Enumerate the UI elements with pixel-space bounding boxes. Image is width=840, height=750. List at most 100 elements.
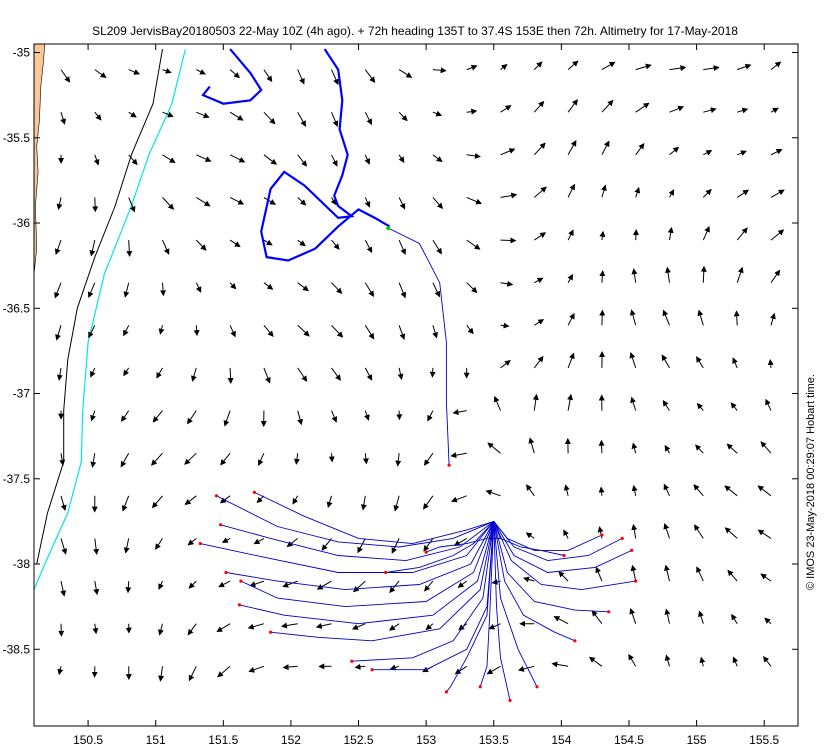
current-vector — [517, 665, 535, 672]
current-vector — [770, 189, 785, 198]
current-vector — [191, 367, 197, 382]
current-vector — [388, 623, 400, 631]
current-vector — [702, 225, 710, 241]
current-vector — [263, 239, 273, 246]
forecast-track — [493, 521, 538, 688]
current-vector — [162, 197, 175, 210]
current-vector — [187, 410, 197, 425]
current-vector — [429, 367, 436, 378]
forecast-track — [254, 491, 494, 545]
current-vector — [532, 393, 539, 411]
current-vector — [155, 538, 163, 550]
forecast-track-end — [224, 570, 228, 575]
current-vector — [663, 483, 670, 497]
current-vector — [664, 444, 671, 454]
current-vector — [757, 485, 772, 497]
forecast-track-end — [620, 536, 624, 541]
current-vector — [558, 571, 569, 582]
current-vector — [770, 61, 782, 70]
current-vector — [297, 239, 306, 247]
current-vector — [364, 410, 370, 421]
current-vector — [423, 495, 434, 510]
current-vector — [432, 154, 443, 163]
current-vector — [364, 154, 371, 165]
current-vector — [664, 564, 670, 582]
current-vector — [669, 105, 685, 113]
current-vector — [662, 309, 670, 326]
current-vector — [389, 664, 400, 671]
current-vector — [193, 325, 200, 337]
current-vector — [500, 237, 517, 244]
current-vector — [599, 230, 606, 241]
current-vector — [331, 69, 339, 86]
current-vector — [601, 140, 610, 156]
current-vector — [695, 444, 704, 454]
current-vector — [697, 309, 704, 326]
current-vector — [90, 453, 97, 468]
current-vector — [567, 393, 574, 411]
current-vector — [195, 239, 207, 251]
current-vector — [92, 623, 99, 635]
current-vector — [488, 623, 501, 630]
current-vector — [770, 107, 779, 114]
current-vector — [354, 663, 366, 670]
current-vector — [362, 453, 369, 465]
current-vector — [452, 409, 467, 416]
current-vector — [630, 564, 637, 582]
current-vector — [263, 196, 276, 205]
current-vector — [282, 664, 298, 671]
current-vector — [601, 184, 607, 198]
current-vector — [123, 325, 130, 337]
axes-frame — [33, 43, 799, 727]
current-vector — [664, 654, 671, 667]
current-vector — [293, 453, 300, 465]
current-vectors — [54, 60, 785, 682]
current-vector — [90, 367, 96, 378]
current-vector — [770, 229, 785, 241]
current-vector — [229, 196, 245, 205]
current-vector — [500, 359, 511, 369]
land-area — [34, 44, 46, 275]
y-tick-label: -38.5 — [3, 642, 31, 656]
current-vector — [731, 613, 738, 624]
current-vector — [432, 325, 439, 339]
current-vector — [297, 324, 310, 337]
current-vector — [331, 154, 338, 167]
forecast-track — [200, 521, 495, 573]
current-vector — [151, 452, 163, 466]
current-vector — [427, 410, 434, 422]
current-vector — [665, 266, 671, 283]
current-vector — [567, 99, 578, 113]
current-vector — [551, 661, 569, 668]
current-vector — [326, 495, 333, 509]
current-vector — [736, 189, 750, 198]
current-vector — [398, 325, 406, 340]
current-vector — [158, 325, 165, 335]
y-tick-label: -38 — [13, 557, 31, 571]
forecast-track — [270, 521, 495, 642]
x-tick-label: 151 — [146, 733, 166, 747]
current-vector — [737, 150, 747, 156]
x-tick-label: 150.5 — [73, 733, 103, 747]
current-vector — [395, 453, 402, 467]
current-vector — [635, 63, 652, 71]
current-vector — [90, 410, 96, 422]
current-vector — [158, 580, 164, 590]
current-vector — [364, 367, 373, 381]
glider-current-position — [386, 226, 391, 231]
current-vector — [466, 282, 478, 294]
forecast-tracks — [198, 227, 638, 703]
glider-track — [260, 48, 391, 262]
x-tick-label: 155 — [687, 733, 707, 747]
current-vector — [534, 319, 545, 326]
current-vector — [249, 580, 265, 587]
current-vector — [87, 282, 96, 299]
current-vector — [297, 69, 305, 85]
forecast-track — [239, 521, 495, 625]
forecast-track-end — [630, 548, 634, 553]
current-vector — [635, 102, 650, 113]
current-vector — [588, 656, 603, 667]
current-vector — [331, 324, 344, 338]
current-vector — [398, 282, 407, 299]
